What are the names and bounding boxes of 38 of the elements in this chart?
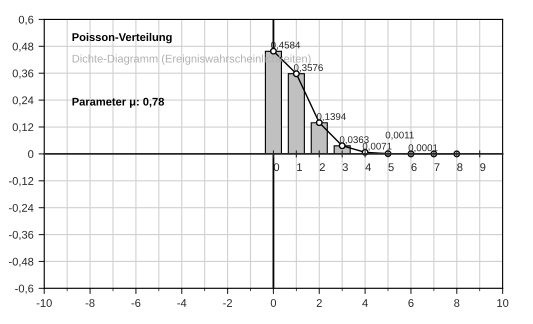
data-label: 0,3576 (294, 64, 323, 72)
data-label: 0,0363 (340, 136, 369, 144)
x2-tick-label: 2 (320, 163, 325, 171)
x-tick-label: 0 (270, 299, 276, 307)
y-tick-label: 0,12 (12, 123, 34, 132)
annotation: Poisson-Verteilung (72, 32, 172, 44)
y-tick-label: -0,6 (15, 284, 34, 294)
x-tick-label: 10 (497, 299, 508, 307)
x2-tick-label: 6 (412, 163, 417, 172)
x-tick-label: 6 (408, 299, 414, 307)
x2-tick-label: 1 (297, 163, 302, 171)
x2-tick-label: 7 (434, 163, 440, 171)
x2-tick-label: 9 (480, 163, 486, 172)
y-tick-label: 0,48 (12, 42, 34, 52)
x2-tick-label: 5 (388, 163, 394, 172)
x-tick-label: -6 (131, 299, 140, 307)
x-tick-label: -10 (36, 299, 52, 307)
y-tick-label: 0,36 (12, 69, 34, 79)
y-tick-label: -0,12 (8, 177, 34, 186)
x-tick-label: -8 (86, 299, 95, 307)
x2-tick-label: 3 (342, 163, 348, 172)
data-label: 0,0001 (408, 144, 438, 152)
y-tick-label: -0,24 (8, 204, 34, 214)
data-label: 0,0011 (386, 132, 414, 140)
y-tick-label: 0,24 (12, 96, 34, 106)
x-tick-label: 4 (362, 299, 368, 307)
annotation: Parameter μ: 0,78 (72, 98, 164, 108)
x-tick-label: -4 (177, 299, 186, 307)
x-tick-label: 8 (454, 299, 460, 307)
y-tick-label: -0,36 (8, 230, 34, 240)
y-tick-label: 0 (28, 150, 34, 158)
y-tick-label: 0,6 (18, 16, 34, 25)
x-tick-label: -2 (223, 299, 232, 307)
x-tick-label: 2 (316, 299, 322, 307)
y-tick-label: -0,48 (8, 258, 34, 267)
data-label: 0,0071 (362, 142, 392, 151)
x2-tick-label: 8 (457, 163, 462, 172)
x2-tick-label: 4 (365, 163, 371, 171)
